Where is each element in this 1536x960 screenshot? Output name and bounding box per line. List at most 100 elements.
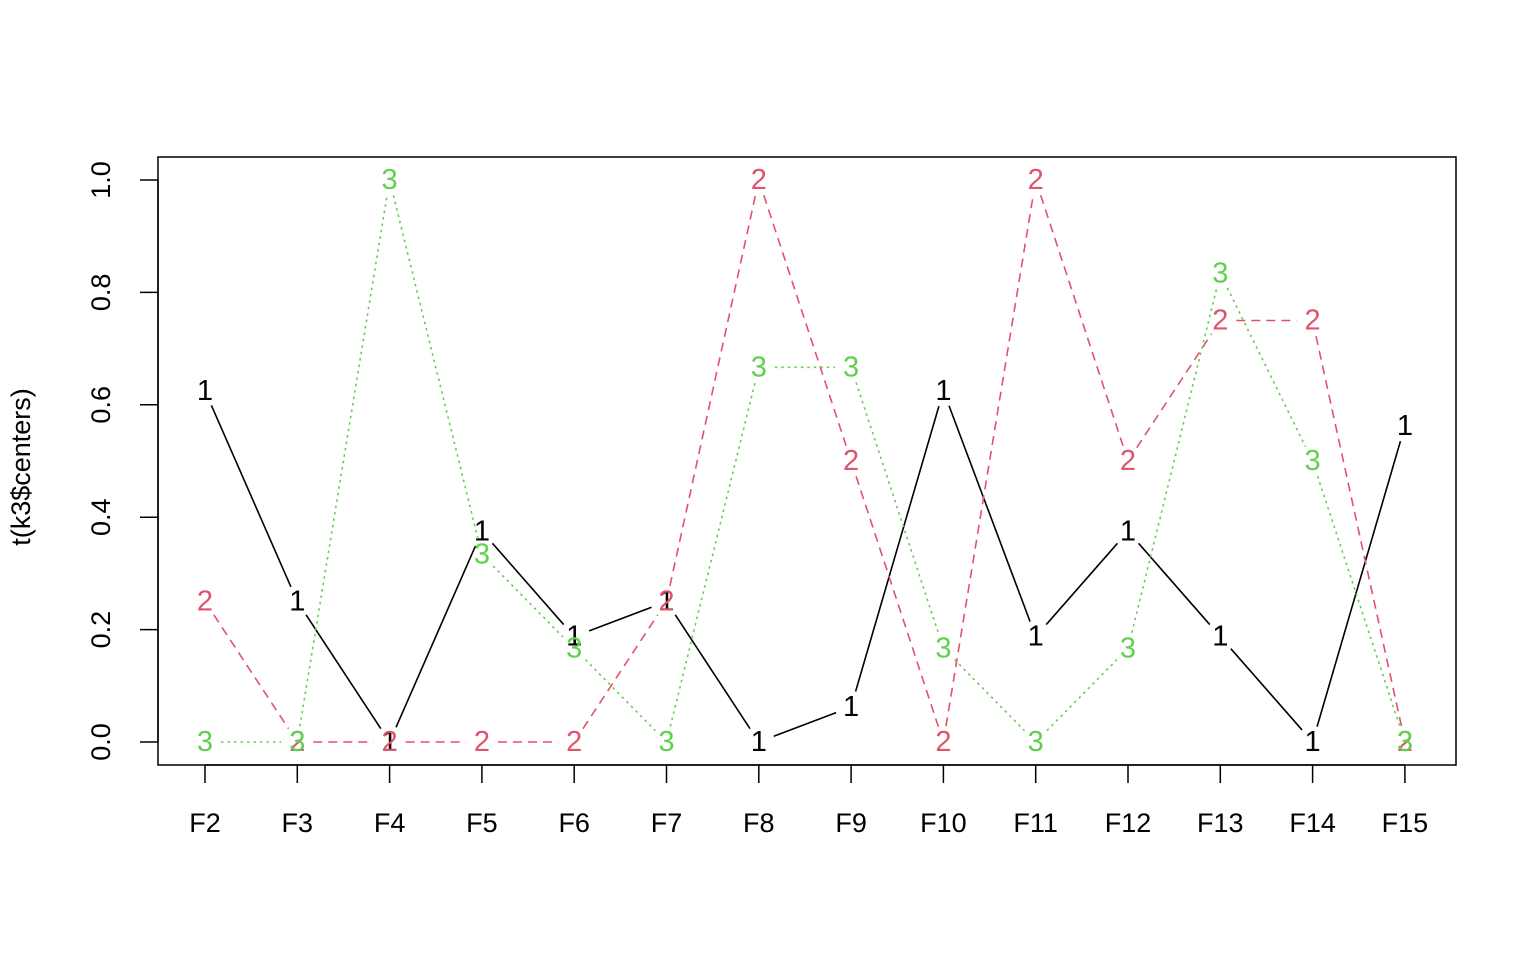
series-1-point: 1 bbox=[658, 586, 674, 618]
plot-box bbox=[157, 156, 1457, 766]
series-2-point: 2 bbox=[658, 586, 674, 618]
series-3-point: 3 bbox=[1120, 632, 1136, 664]
series-3-segment bbox=[1316, 475, 1401, 728]
series-3-point: 3 bbox=[1028, 726, 1044, 758]
x-axis: F2 F3 F4 F5 F6 F7 F8 F9 F10 F11 F12 F13 F14 F15 bbox=[189, 764, 1429, 838]
series-3: 3 3 3 3 3 3 3 3 3 3 3 3 3 3 bbox=[197, 164, 1413, 758]
series-1-point: 1 bbox=[566, 621, 582, 653]
series-3-point: 3 bbox=[751, 351, 767, 383]
series-1-point: 1 bbox=[197, 375, 213, 407]
series-3-segment bbox=[1046, 659, 1118, 732]
series-2-point: 2 bbox=[1305, 305, 1321, 337]
x-tick-label: F8 bbox=[743, 808, 775, 838]
series-2-point: 2 bbox=[1120, 445, 1136, 477]
series-1-segment bbox=[1316, 441, 1402, 727]
series-1-point: 1 bbox=[1397, 410, 1413, 442]
series-1-segment bbox=[1230, 648, 1303, 731]
series-1-point: 1 bbox=[289, 586, 305, 618]
series-1-point: 1 bbox=[1028, 621, 1044, 653]
series-1-segment bbox=[948, 405, 1031, 622]
series-3-segment bbox=[1226, 287, 1307, 448]
series-1-point: 1 bbox=[382, 726, 398, 758]
y-tick-label: 0.4 bbox=[86, 498, 116, 536]
series-2-point: 2 bbox=[474, 726, 490, 758]
series-1-segment bbox=[1045, 542, 1119, 626]
series-3-point: 3 bbox=[289, 726, 305, 758]
y-tick-label: 0.0 bbox=[86, 723, 116, 761]
series-3-point: 3 bbox=[843, 351, 859, 383]
x-tick-label: F15 bbox=[1382, 808, 1429, 838]
y-tick-label: 0.2 bbox=[86, 611, 116, 649]
series-1-point: 1 bbox=[843, 691, 859, 723]
series-2-point: 2 bbox=[935, 726, 951, 758]
series-2: 2 2 2 2 2 2 2 2 2 2 2 2 2 2 bbox=[197, 164, 1413, 758]
series-3-point: 3 bbox=[935, 632, 951, 664]
series-2-point: 2 bbox=[566, 726, 582, 758]
x-tick-label: F9 bbox=[835, 808, 867, 838]
series-1-segment bbox=[773, 711, 837, 738]
series-3-point: 3 bbox=[474, 539, 490, 571]
x-tick-label: F4 bbox=[374, 808, 406, 838]
series-2-segment bbox=[763, 194, 847, 447]
series-2-segment bbox=[582, 614, 659, 730]
series-2-point: 2 bbox=[1028, 164, 1044, 196]
y-axis: 0.0 0.2 0.4 0.6 0.8 1.0 bbox=[86, 161, 159, 761]
series-3-point: 3 bbox=[658, 726, 674, 758]
series-2-segment bbox=[945, 195, 1034, 727]
series-3-point: 3 bbox=[1305, 445, 1321, 477]
x-tick-label: F2 bbox=[189, 808, 221, 838]
series-1-segment bbox=[1137, 542, 1211, 626]
y-tick-label: 1.0 bbox=[86, 161, 116, 199]
series-2-point: 2 bbox=[289, 726, 305, 758]
series-2-point: 2 bbox=[843, 445, 859, 477]
x-tick-label: F14 bbox=[1289, 808, 1336, 838]
series-2-segment bbox=[1136, 333, 1213, 449]
series-1-segment bbox=[854, 405, 940, 692]
series-1-point: 1 bbox=[751, 726, 767, 758]
x-tick-label: F6 bbox=[558, 808, 590, 838]
series-3-segment bbox=[299, 195, 388, 727]
series-2-point: 2 bbox=[1212, 305, 1228, 337]
series-2-segment bbox=[669, 195, 757, 587]
series-1-segment bbox=[674, 614, 751, 730]
series-3-point: 3 bbox=[566, 632, 582, 664]
y-tick-label: 0.8 bbox=[86, 274, 116, 312]
series-1-segment bbox=[491, 542, 565, 626]
series-3-segment bbox=[584, 659, 656, 732]
x-tick-label: F3 bbox=[282, 808, 314, 838]
series-1-point: 1 bbox=[474, 515, 490, 547]
series-1-point: 1 bbox=[1212, 621, 1228, 653]
series-2-point: 2 bbox=[1397, 726, 1413, 758]
series-1-segment bbox=[395, 545, 477, 728]
series-2-segment bbox=[1039, 194, 1124, 447]
series-2-segment bbox=[1315, 335, 1403, 727]
series-2-segment bbox=[213, 614, 290, 730]
series-2-point: 2 bbox=[197, 586, 213, 618]
series-1-point: 1 bbox=[1305, 726, 1321, 758]
y-tick-label: 0.6 bbox=[86, 386, 116, 424]
series-1-segment bbox=[305, 614, 382, 730]
series-3-segment bbox=[492, 565, 564, 638]
series-3-point: 3 bbox=[1397, 726, 1413, 758]
series-1-point: 1 bbox=[935, 375, 951, 407]
series-3-point: 3 bbox=[1212, 258, 1228, 290]
series-1-segment bbox=[210, 405, 292, 588]
series-1: 1 1 1 1 1 1 1 1 1 1 1 1 1 1 bbox=[197, 375, 1413, 758]
series-1-segment bbox=[588, 606, 652, 632]
x-tick-label: F11 bbox=[1013, 808, 1058, 838]
series-3-segment bbox=[954, 659, 1026, 732]
y-axis-label: t(k3$centers) bbox=[6, 388, 36, 546]
x-tick-label: F5 bbox=[466, 808, 498, 838]
series-3-segment bbox=[1131, 289, 1218, 633]
series-1-point: 1 bbox=[1120, 515, 1136, 547]
x-tick-label: F13 bbox=[1197, 808, 1244, 838]
series-3-segment bbox=[392, 195, 479, 540]
x-tick-label: F12 bbox=[1105, 808, 1152, 838]
series-3-point: 3 bbox=[382, 164, 398, 196]
series-2-segment bbox=[855, 475, 940, 728]
series-2-point: 2 bbox=[751, 164, 767, 196]
series-2-point: 2 bbox=[382, 726, 398, 758]
series-3-point: 3 bbox=[197, 726, 213, 758]
